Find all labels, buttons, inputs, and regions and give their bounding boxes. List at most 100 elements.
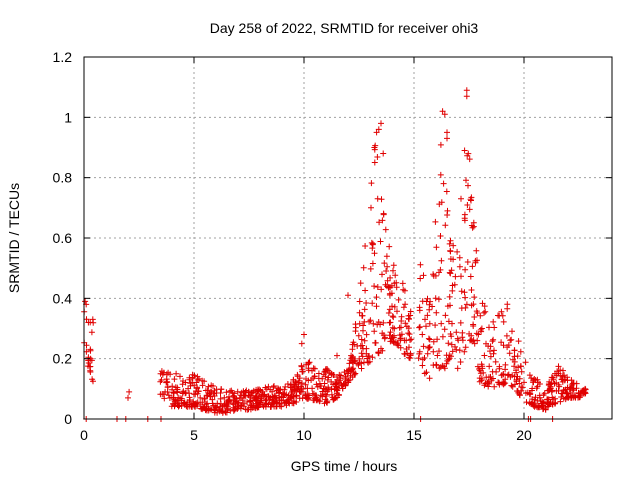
- data-point: [474, 257, 480, 264]
- data-point: [407, 308, 414, 315]
- y-tick-label: 0: [64, 411, 72, 427]
- data-point: [223, 389, 230, 396]
- data-point: [552, 370, 558, 377]
- data-point: [305, 377, 312, 384]
- data-point: [463, 177, 469, 184]
- data-point: [474, 310, 481, 316]
- data-point: [456, 254, 463, 261]
- data-point: [355, 332, 362, 339]
- data-point: [235, 403, 242, 410]
- data-point: [313, 397, 320, 404]
- data-point: [511, 353, 518, 360]
- data-point: [482, 380, 489, 387]
- data-point: [323, 386, 330, 393]
- data-point: [458, 305, 465, 312]
- data-point: [496, 312, 503, 319]
- data-point: [531, 396, 538, 403]
- data-point: [221, 394, 228, 401]
- data-point: [373, 129, 380, 136]
- data-point: [470, 323, 477, 329]
- data-point: [260, 403, 267, 410]
- data-point: [218, 386, 225, 393]
- data-point: [462, 266, 469, 273]
- data-point: [362, 243, 369, 249]
- data-point: [458, 273, 464, 280]
- data-point: [249, 404, 256, 411]
- data-point: [448, 267, 455, 274]
- data-point: [512, 381, 518, 388]
- data-point: [510, 356, 516, 363]
- data-point: [430, 362, 437, 369]
- data-point: [463, 93, 470, 100]
- data-point: [573, 380, 580, 387]
- data-point: [397, 335, 404, 342]
- data-point: [444, 207, 451, 214]
- data-point: [462, 344, 469, 351]
- data-point: [224, 400, 231, 407]
- data-point: [487, 343, 494, 350]
- data-point: [171, 402, 178, 409]
- data-point: [439, 333, 446, 340]
- data-point: [261, 393, 268, 400]
- data-point: [386, 319, 393, 326]
- data-point: [368, 180, 375, 187]
- data-point: [269, 401, 275, 408]
- data-point: [390, 267, 396, 274]
- data-point: [417, 323, 423, 330]
- data-point: [372, 339, 379, 346]
- data-point: [467, 337, 474, 344]
- data-point: [581, 389, 588, 396]
- data-point: [189, 375, 196, 382]
- data-point: [346, 360, 353, 367]
- data-point: [464, 202, 471, 208]
- data-point: [319, 393, 326, 400]
- data-point: [387, 338, 394, 345]
- data-point: [374, 284, 381, 290]
- data-point: [519, 384, 526, 391]
- data-point: [437, 141, 444, 148]
- data-point: [269, 388, 276, 395]
- data-point: [468, 332, 475, 339]
- data-point: [302, 381, 309, 388]
- data-point: [339, 385, 346, 392]
- data-point: [426, 306, 433, 313]
- data-point: [302, 394, 309, 401]
- data-point: [576, 394, 583, 401]
- data-point: [419, 331, 426, 338]
- data-point: [398, 324, 404, 331]
- data-point: [253, 394, 260, 401]
- data-point: [212, 407, 219, 414]
- data-point: [402, 301, 409, 308]
- data-point: [276, 389, 283, 396]
- data-point: [289, 400, 296, 407]
- data-point: [466, 156, 473, 163]
- data-point: [564, 377, 571, 384]
- data-point: [517, 348, 524, 355]
- data-point: [172, 396, 178, 403]
- data-point: [426, 375, 433, 382]
- data-point: [384, 263, 391, 270]
- data-point: [194, 373, 201, 380]
- data-point: [405, 315, 412, 322]
- data-point: [415, 355, 422, 362]
- data-point: [523, 399, 530, 406]
- data-point: [433, 244, 440, 251]
- data-point: [467, 273, 474, 280]
- data-point: [480, 369, 487, 376]
- data-point: [361, 318, 368, 325]
- data-point: [166, 395, 173, 401]
- data-point: [346, 366, 353, 373]
- data-point: [359, 312, 366, 319]
- data-point: [463, 301, 470, 308]
- data-point: [347, 357, 354, 364]
- data-point: [461, 348, 468, 355]
- data-point: [316, 398, 323, 404]
- data-point: [87, 347, 94, 354]
- data-point: [157, 370, 164, 377]
- data-point: [389, 303, 395, 310]
- data-point: [202, 407, 209, 414]
- data-point: [475, 331, 482, 338]
- data-point: [282, 383, 289, 390]
- data-point: [390, 314, 397, 321]
- data-point: [443, 360, 450, 367]
